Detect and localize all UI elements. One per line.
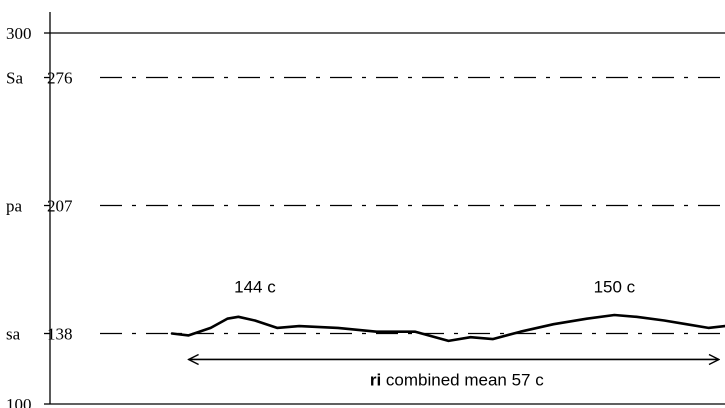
- annotation-label-1: 150 c: [594, 278, 636, 297]
- y-tick-label-276: 276: [47, 69, 73, 88]
- y-level-name-pa: pa: [6, 197, 23, 216]
- series-layer: [170, 313, 725, 343]
- annotations: 144 c 150 c: [234, 278, 636, 297]
- y-tick-label-300: 300: [6, 24, 32, 43]
- y-tick-label-207: 207: [47, 197, 73, 216]
- y-tick-label-100: 100: [6, 395, 32, 408]
- series-line-0: [170, 313, 725, 343]
- span-arrow-label-bold: ri: [370, 370, 381, 389]
- span-arrow-label-text: combined mean 57 c: [381, 370, 544, 389]
- span-arrow-label: ri combined mean 57 c: [370, 370, 544, 389]
- plot-frame: [49, 12, 725, 405]
- span-arrow-group: ri combined mean 57 c: [189, 359, 719, 389]
- y-level-name-Sa: Sa: [6, 69, 23, 88]
- y-tick-label-138: 138: [47, 325, 73, 344]
- y-tick-labels: 300 276 Sa 207 pa 138 sa 100: [6, 24, 73, 408]
- reference-lines: [100, 76, 725, 335]
- annotation-label-0: 144 c: [234, 278, 276, 297]
- y-level-name-sa: sa: [6, 325, 21, 344]
